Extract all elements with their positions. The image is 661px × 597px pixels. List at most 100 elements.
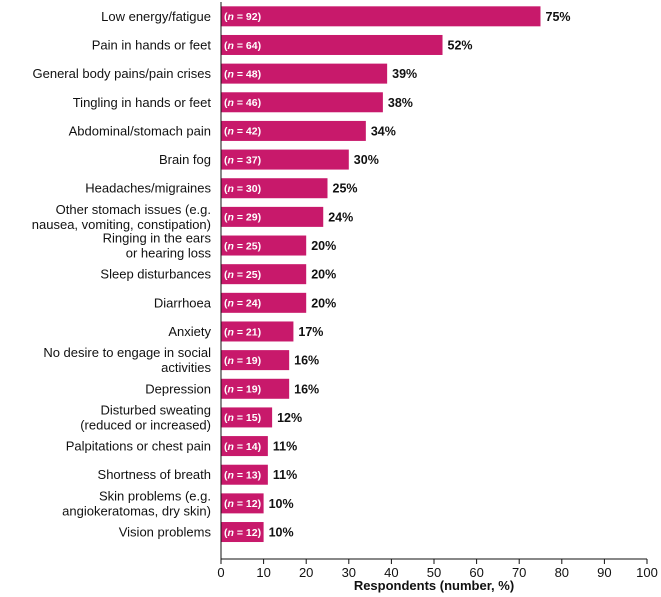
n-label: (n = 21) <box>224 326 261 338</box>
category-label: Headaches/migraines <box>85 181 211 196</box>
bar <box>221 407 273 428</box>
x-tick-label: 60 <box>469 565 483 580</box>
n-label: (n = 64) <box>224 40 261 52</box>
value-label: 12% <box>277 411 302 425</box>
n-label: (n = 92) <box>224 11 261 23</box>
category-label: Tingling in hands or feet <box>73 95 212 110</box>
value-label: 16% <box>294 382 319 396</box>
x-tick-label: 70 <box>512 565 526 580</box>
n-label: (n = 14) <box>224 441 261 453</box>
category-label: Palpitations or chest pain <box>66 439 211 454</box>
n-label: (n = 42) <box>224 126 261 138</box>
value-label: 16% <box>294 354 319 368</box>
category-label: Other stomach issues (e.g. <box>56 202 211 217</box>
category-label: Sleep disturbances <box>100 267 211 282</box>
value-label: 75% <box>546 10 571 24</box>
category-label: Depression <box>145 381 211 396</box>
category-label: Brain fog <box>159 152 211 167</box>
x-tick-label: 40 <box>384 565 398 580</box>
bar-row: Palpitations or chest pain (n = 14) 11% <box>66 436 297 457</box>
n-label: (n = 46) <box>224 97 261 109</box>
x-tick-label: 80 <box>555 565 569 580</box>
value-label: 30% <box>354 153 379 167</box>
bar-row: Skin problems (e.g.angiokeratomas, dry s… <box>62 488 293 518</box>
category-label: Anxiety <box>168 324 211 339</box>
n-label: (n = 48) <box>224 68 261 80</box>
value-label: 39% <box>392 67 417 81</box>
category-label: Ringing in the ears <box>103 231 212 246</box>
bar-row: Low energy/fatigue (n = 92) 75% <box>101 6 571 27</box>
bar <box>221 264 307 285</box>
bar <box>221 63 388 84</box>
category-label: activities <box>161 360 211 375</box>
category-label: Abdominal/stomach pain <box>69 123 211 138</box>
bar <box>221 34 443 55</box>
n-label: (n = 19) <box>224 384 261 396</box>
bar <box>221 120 366 141</box>
category-label: Disturbed sweating <box>100 402 211 417</box>
bar <box>221 92 383 113</box>
bar <box>221 6 541 27</box>
category-label: Diarrhoea <box>154 295 212 310</box>
bar <box>221 292 307 313</box>
category-label: Shortness of breath <box>98 467 211 482</box>
n-label: (n = 37) <box>224 154 261 166</box>
bar <box>221 350 290 371</box>
bar-row: Diarrhoea (n = 24) 20% <box>154 292 336 313</box>
bar <box>221 206 324 227</box>
bar <box>221 493 264 514</box>
category-label: nausea, vomiting, constipation) <box>32 217 211 232</box>
n-label: (n = 29) <box>224 212 261 224</box>
value-label: 20% <box>311 268 336 282</box>
n-label: (n = 15) <box>224 412 261 424</box>
n-label: (n = 19) <box>224 355 261 367</box>
value-label: 52% <box>448 38 473 52</box>
n-label: (n = 13) <box>224 470 261 482</box>
x-tick-label: 90 <box>597 565 611 580</box>
value-label: 10% <box>269 497 294 511</box>
value-label: 11% <box>273 468 297 482</box>
bar-row: Abdominal/stomach pain (n = 42) 34% <box>69 120 396 141</box>
category-label: or hearing loss <box>126 246 212 261</box>
bar <box>221 378 290 399</box>
category-label: Skin problems (e.g. <box>99 488 211 503</box>
bar-row: Brain fog (n = 37) 30% <box>159 149 379 170</box>
value-label: 10% <box>269 526 294 540</box>
category-label: Vision problems <box>119 525 212 540</box>
bar <box>221 321 294 342</box>
n-label: (n = 25) <box>224 269 261 281</box>
n-label: (n = 12) <box>224 527 261 539</box>
category-label: No desire to engage in social <box>43 345 211 360</box>
bar <box>221 436 268 457</box>
bar-row: Anxiety (n = 21) 17% <box>168 321 323 342</box>
bar <box>221 464 268 485</box>
value-label: 11% <box>273 440 297 454</box>
bars-group: Low energy/fatigue (n = 92) 75% Pain in han… <box>32 6 571 543</box>
n-label: (n = 30) <box>224 183 261 195</box>
bar <box>221 178 328 199</box>
bar-row: Depression (n = 19) 16% <box>145 378 319 399</box>
value-label: 20% <box>311 239 336 253</box>
n-label: (n = 25) <box>224 240 261 252</box>
bar <box>221 235 307 256</box>
value-label: 34% <box>371 124 396 138</box>
category-label: Pain in hands or feet <box>92 37 212 52</box>
bar <box>221 149 349 170</box>
bar-row: Pain in hands or feet (n = 64) 52% <box>92 34 473 55</box>
category-label: angiokeratomas, dry skin) <box>62 503 211 518</box>
bar-row: Other stomach issues (e.g.nausea, vomiti… <box>32 202 353 232</box>
category-label: General body pains/pain crises <box>33 66 212 81</box>
category-label: Low energy/fatigue <box>101 9 211 24</box>
bar-row: Sleep disturbances (n = 25) 20% <box>100 264 336 285</box>
bar <box>221 522 264 543</box>
x-tick-label: 0 <box>217 565 224 580</box>
bar-row: Headaches/migraines (n = 30) 25% <box>85 178 358 199</box>
x-tick-label: 30 <box>342 565 356 580</box>
bar-row: Tingling in hands or feet (n = 46) 38% <box>73 92 413 113</box>
value-label: 25% <box>333 182 358 196</box>
n-label: (n = 12) <box>224 498 261 510</box>
